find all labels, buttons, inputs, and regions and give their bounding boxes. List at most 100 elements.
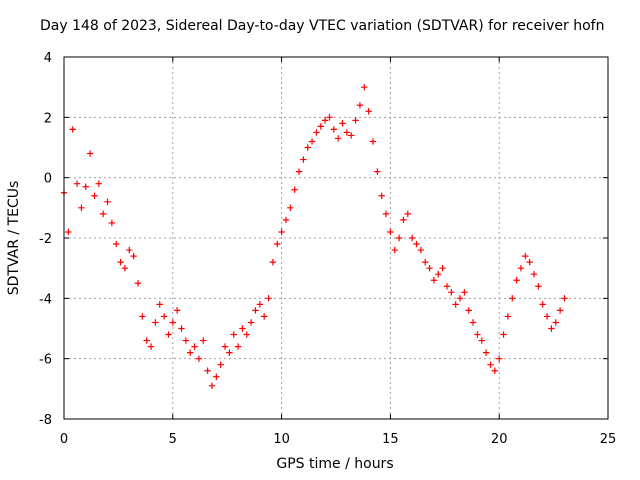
data-point (382, 210, 390, 218)
data-point (108, 219, 116, 227)
x-axis-label: GPS time / hours (276, 456, 394, 472)
data-point (548, 325, 555, 332)
data-point (517, 264, 525, 272)
x-tick-label: 10 (273, 432, 290, 447)
data-point (191, 343, 198, 350)
data-point (330, 126, 338, 133)
data-point (535, 283, 542, 290)
data-point (496, 355, 503, 362)
data-point (182, 337, 190, 344)
data-point (169, 319, 176, 326)
plot-frame (63, 56, 609, 420)
data-point (504, 313, 512, 320)
data-point (374, 168, 381, 175)
data-point (226, 349, 233, 356)
y-tick-label: -4 (39, 292, 52, 307)
data-point (200, 337, 207, 344)
data-point (456, 295, 464, 302)
y-tick-label: -6 (39, 353, 52, 368)
data-point (530, 271, 538, 278)
y-tick-label: -8 (39, 413, 52, 428)
data-point (556, 307, 564, 314)
x-tick-label: 15 (382, 432, 399, 447)
data-point (387, 228, 394, 236)
data-point (317, 123, 324, 130)
data-point (478, 337, 485, 344)
data-point (117, 258, 124, 266)
data-point (526, 258, 533, 266)
data-point (91, 192, 98, 199)
data-point (552, 319, 559, 326)
data-point (65, 228, 72, 236)
tick-layer: 0 5 10 15 20 25 -8 -6 -4 -2 0 2 4 (39, 51, 616, 447)
data-point (469, 319, 477, 326)
y-tick-label: 2 (44, 111, 52, 126)
data-point (104, 198, 111, 205)
x-tick-label: 20 (491, 432, 508, 447)
data-point (561, 295, 568, 302)
data-point (343, 129, 351, 136)
data-point (435, 271, 442, 278)
data-point (452, 301, 459, 308)
data-point (313, 129, 320, 136)
data-point (422, 258, 429, 266)
data-point (474, 331, 481, 338)
data-point (143, 337, 150, 344)
data-point (204, 367, 211, 374)
y-tick-label: -2 (39, 232, 52, 247)
data-marks (60, 83, 568, 390)
data-point (461, 289, 468, 296)
data-point (126, 246, 133, 254)
data-point (213, 373, 220, 380)
data-point (448, 289, 455, 296)
data-point (430, 277, 438, 284)
data-point (256, 301, 264, 308)
y-tick-label: 4 (44, 51, 52, 66)
data-point (356, 102, 364, 109)
data-point (178, 325, 185, 332)
data-point (391, 246, 398, 254)
data-point (147, 343, 155, 350)
data-point (361, 83, 368, 91)
y-tick-label: 0 (44, 172, 52, 187)
data-point (426, 264, 433, 272)
data-point (321, 117, 329, 124)
data-point (187, 349, 194, 356)
data-point (308, 138, 316, 145)
data-point (265, 295, 272, 302)
data-point (234, 343, 242, 350)
data-point (95, 180, 103, 187)
data-point (404, 210, 412, 218)
data-point (543, 313, 551, 320)
data-point (165, 331, 172, 338)
data-point (221, 343, 229, 350)
grid-layer (63, 56, 609, 420)
data-point (334, 135, 342, 142)
data-point (287, 204, 294, 212)
data-point (152, 319, 159, 326)
data-point (487, 361, 494, 368)
data-point (73, 180, 81, 187)
data-point (156, 301, 163, 308)
data-point (408, 234, 416, 242)
data-point (378, 192, 385, 199)
data-point (86, 150, 94, 157)
data-point (230, 331, 237, 338)
x-tick-label: 25 (600, 432, 617, 447)
data-point (247, 319, 255, 326)
data-point (513, 277, 520, 284)
x-tick-label: 5 (169, 432, 177, 447)
data-point (443, 283, 451, 290)
data-point (395, 234, 403, 242)
data-point (217, 361, 224, 368)
data-point (522, 252, 529, 260)
data-point (121, 264, 129, 272)
data-point (99, 210, 107, 218)
data-point (348, 132, 355, 139)
data-point (139, 313, 146, 320)
data-point (160, 313, 168, 320)
data-point (243, 331, 250, 338)
data-point (491, 367, 499, 374)
data-point (130, 252, 137, 260)
